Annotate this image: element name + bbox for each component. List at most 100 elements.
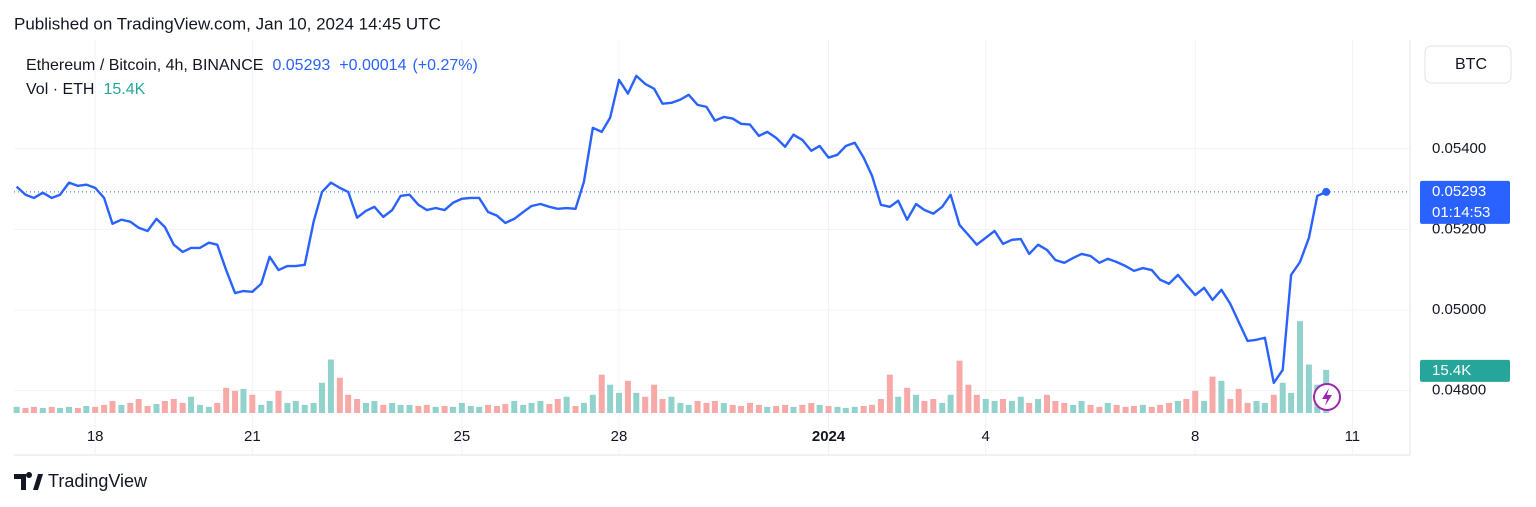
volume-bar (292, 400, 299, 413)
volume-bar (336, 377, 343, 413)
volume-bar (877, 399, 884, 413)
volume-bar (939, 402, 946, 413)
volume-bar (354, 399, 361, 413)
currency-button[interactable] (1424, 45, 1512, 84)
volume-bar (467, 406, 474, 413)
volume-bar (1061, 402, 1068, 413)
volume-bar (1104, 402, 1111, 413)
currency-label[interactable]: BTC (1455, 56, 1487, 73)
footer-brand: TradingView (48, 471, 148, 491)
published-note: Published on TradingView.com, Jan 10, 20… (14, 14, 441, 33)
volume-tag-label: 15.4K (1432, 362, 1471, 379)
volume-bar (1270, 394, 1277, 413)
volume-bar (808, 402, 815, 413)
volume-bar (1008, 400, 1015, 413)
plot (14, 74, 1410, 385)
volume-bar (39, 407, 46, 413)
volume-bar (1174, 400, 1181, 413)
volume-bar (48, 406, 55, 413)
volume-bar (528, 402, 535, 413)
volume-bar (66, 406, 73, 413)
volume-bar (13, 406, 20, 413)
volume-bar (266, 400, 273, 413)
volume-bar (101, 404, 108, 413)
volume-bar (258, 404, 265, 413)
volume-bar (1130, 406, 1137, 413)
volume-bar (1096, 406, 1103, 413)
volume-bar (1113, 404, 1120, 413)
volume-bar (74, 407, 81, 413)
x-tick-label: 4 (982, 428, 990, 445)
volume-bar (284, 402, 291, 413)
volume-bar (415, 406, 422, 413)
volume-bar (633, 392, 640, 413)
volume-bar (764, 406, 771, 413)
volume-bar (118, 404, 125, 413)
volume-bar (842, 407, 849, 413)
volume-bar (999, 399, 1006, 413)
volume-bar (179, 402, 186, 413)
volume-bar (851, 406, 858, 413)
volume-bar (223, 387, 230, 413)
volume-bar (703, 402, 710, 413)
volume-bar (1166, 402, 1173, 413)
volume-bar (153, 404, 160, 413)
volume-bar (92, 406, 99, 413)
price-change: +0.00014 (339, 57, 406, 74)
volume-bar (973, 394, 980, 413)
volume-bar (554, 399, 561, 413)
volume-bar (458, 402, 465, 413)
volume-bar (616, 392, 623, 413)
symbol-title: Ethereum / Bitcoin, 4h, BINANCE (26, 57, 263, 74)
volume-bar (389, 402, 396, 413)
volume-bar (746, 402, 753, 413)
volume-bar (406, 404, 413, 413)
volume-bar (371, 400, 378, 413)
volume-bar (651, 384, 658, 413)
volume-bar (1087, 404, 1094, 413)
volume-bar (755, 404, 762, 413)
volume-bar (441, 406, 448, 413)
x-tick-label: 25 (454, 428, 471, 445)
volume-bar (397, 404, 404, 413)
y-tick-label: 0.04800 (1432, 382, 1486, 399)
volume-bar (502, 404, 509, 413)
volume-bar (476, 406, 483, 413)
volume-bar (1043, 394, 1050, 413)
lightning-icon[interactable] (1313, 383, 1341, 411)
grid (14, 40, 1410, 455)
price-line (15, 74, 1327, 385)
volume-bar (240, 388, 247, 413)
x-tick-label: 8 (1191, 428, 1199, 445)
volume-bar (1201, 400, 1208, 413)
y-tick-label: 0.05000 (1432, 301, 1486, 318)
x-tick-label: 18 (87, 428, 104, 445)
volume-bar (694, 400, 701, 413)
volume-bar (991, 400, 998, 413)
volume-bar (205, 406, 212, 413)
volume-bar (834, 406, 841, 413)
volume-bar (161, 400, 168, 413)
volume-bar (30, 406, 37, 413)
price-tag-label: 0.05293 (1432, 183, 1486, 200)
volume-bar (1218, 380, 1225, 413)
volume-bar (677, 402, 684, 413)
volume-bar (642, 396, 649, 413)
volume-bar (188, 396, 195, 413)
volume-bar (1209, 376, 1216, 413)
legend-volume: Vol · ETH 15.4K (26, 81, 146, 98)
volume-bar (449, 406, 456, 413)
y-tick-label: 0.05200 (1432, 220, 1486, 237)
volume-bar (624, 380, 631, 413)
volume-bar (886, 374, 893, 413)
volume-bar (249, 394, 256, 413)
volume-bar (589, 394, 596, 413)
volume-bar (799, 404, 806, 413)
volume-bar (432, 406, 439, 413)
last-price: 0.05293 (272, 57, 330, 74)
volume-bar (380, 404, 387, 413)
volume-bar (738, 406, 745, 413)
last-price-dot (1322, 187, 1331, 196)
volume-bar (83, 406, 90, 413)
volume-bar (363, 402, 370, 413)
